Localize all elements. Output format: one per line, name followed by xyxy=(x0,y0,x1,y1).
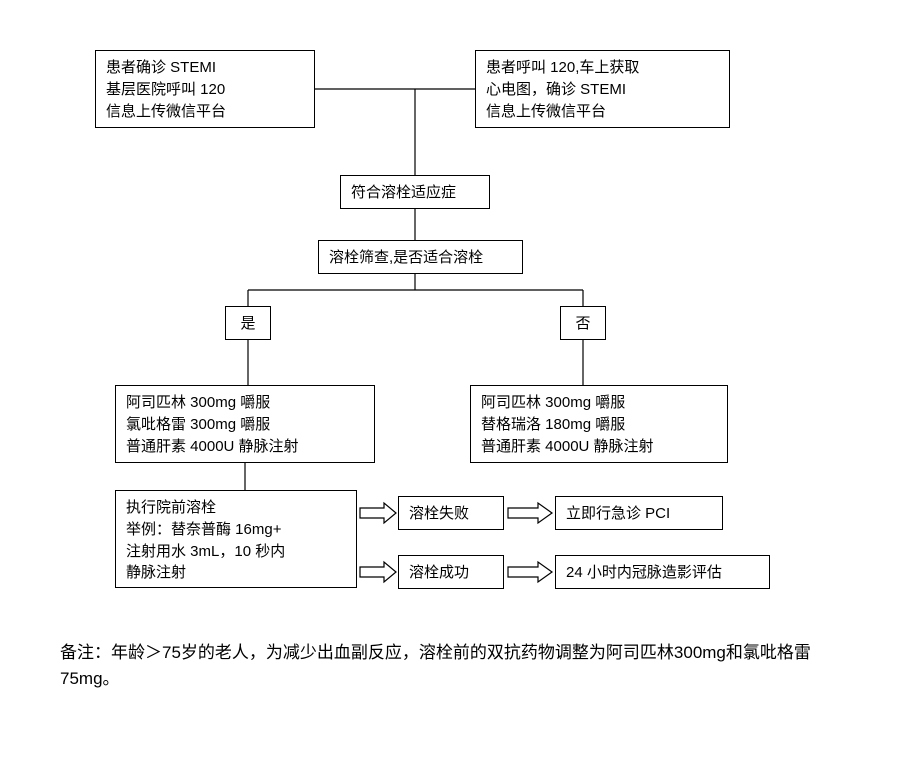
node-execute: 执行院前溶栓 举例：替奈普酶 16mg+ 注射用水 3mL，10 秒内 静脉注射 xyxy=(115,490,357,588)
node-screen: 溶栓筛查,是否适合溶栓 xyxy=(318,240,523,274)
node-med-yes: 阿司匹林 300mg 嚼服 氯吡格雷 300mg 嚼服 普通肝素 4000U 静… xyxy=(115,385,375,463)
node-no: 否 xyxy=(560,306,606,340)
footnote: 备注：年龄＞75岁的老人，为减少出血副反应，溶栓前的双抗药物调整为阿司匹林300… xyxy=(60,640,840,691)
node-fail: 溶栓失败 xyxy=(398,496,504,530)
node-med-no: 阿司匹林 300mg 嚼服 替格瑞洛 180mg 嚼服 普通肝素 4000U 静… xyxy=(470,385,728,463)
node-pci: 立即行急诊 PCI xyxy=(555,496,723,530)
node-top-left: 患者确诊 STEMI 基层医院呼叫 120 信息上传微信平台 xyxy=(95,50,315,128)
node-yes: 是 xyxy=(225,306,271,340)
node-success: 溶栓成功 xyxy=(398,555,504,589)
node-indication: 符合溶栓适应症 xyxy=(340,175,490,209)
node-angio: 24 小时内冠脉造影评估 xyxy=(555,555,770,589)
node-top-right: 患者呼叫 120,车上获取 心电图，确诊 STEMI 信息上传微信平台 xyxy=(475,50,730,128)
